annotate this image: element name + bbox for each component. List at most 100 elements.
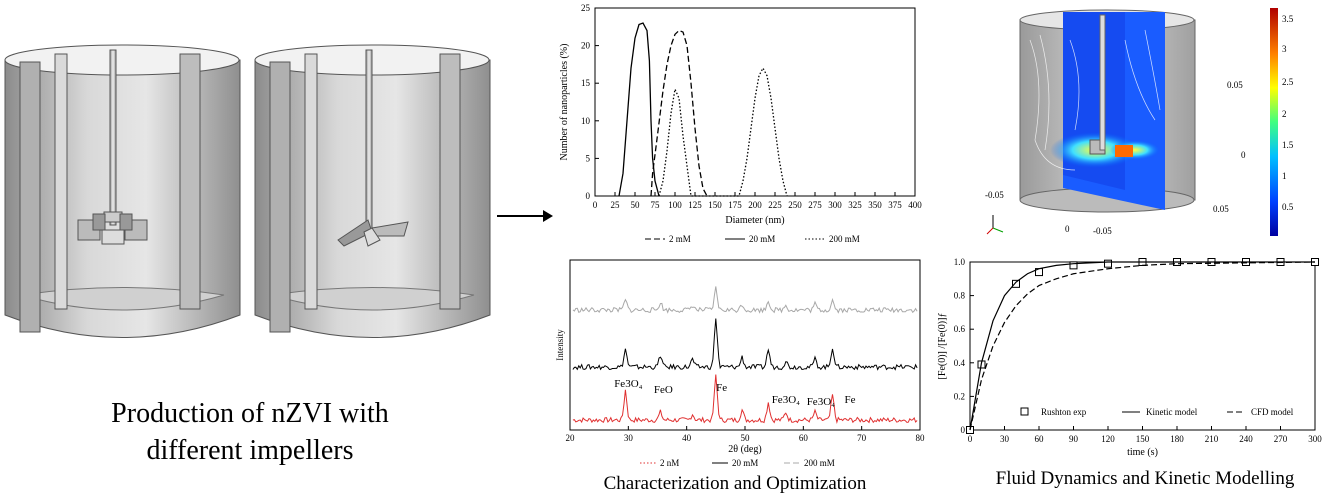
x-tick-label: 150 (708, 200, 722, 210)
series-line-CFD-model (969, 261, 1316, 431)
x-tick-label: 80 (916, 433, 926, 443)
cfd-axis-triad (986, 215, 1004, 235)
x-tick-label: 175 (728, 200, 742, 210)
x-tick-label: 250 (788, 200, 802, 210)
series-line-2-nM (572, 374, 918, 424)
cfd-axis-label: 0 (1241, 150, 1246, 160)
cfd-colorbar-tick: 3.5 (1282, 14, 1294, 24)
x-tick-label: 50 (631, 200, 641, 210)
left-caption-line1: Production of nZVI with (111, 398, 389, 429)
cfd-velocity-field: 3.5 3 2.5 2 1.5 1 0.5 0.05 0 -0.05 0.05 … (985, 8, 1294, 236)
cfd-colorbar-tick: 3 (1282, 44, 1287, 54)
cfd-axis-label: -0.05 (1093, 226, 1112, 236)
x-axis-label: 2θ (deg) (728, 444, 761, 455)
peak-label: Fe (716, 382, 727, 394)
y-tick-label: 10 (581, 116, 591, 126)
legend-swatch (1020, 407, 1029, 416)
size-distribution-chart: 0 25 50 75 100 125 150 175 200 225 250 275 300 325 350… (559, 3, 922, 244)
data-point (1104, 259, 1112, 268)
middle-caption: Characterization and Optimization (603, 473, 867, 494)
peak-label: Fe3O₄ (614, 378, 642, 390)
x-tick-label: 180 (1170, 434, 1184, 444)
legend-label: CFD model (1251, 407, 1294, 417)
x-tick-label: 40 (682, 433, 692, 443)
y-tick-label: 0.6 (954, 324, 966, 334)
kinetic-chart: 0 30 60 90 120 150 180 210 240 270 300 0 0.2 0.4 0.6 0.… (937, 257, 1322, 458)
peak-label: Fe3O₄ (772, 394, 800, 406)
peak-label: Fe (845, 394, 856, 406)
series-line-200-mM (658, 66, 788, 197)
x-tick-label: 225 (768, 200, 782, 210)
legend-label: 2 mM (669, 234, 691, 244)
x-tick-label: 25 (611, 200, 621, 210)
y-tick-label: 0 (961, 425, 966, 435)
data-point (1012, 279, 1020, 288)
tank-illustrations (4, 44, 491, 338)
y-tick-label: 0.4 (954, 358, 966, 368)
x-tick-label: 90 (1069, 434, 1079, 444)
x-tick-label: 210 (1205, 434, 1219, 444)
y-tick-label: 25 (581, 3, 591, 13)
x-axis-label: time (s) (1127, 447, 1158, 458)
x-tick-label: 200 (748, 200, 762, 210)
legend-label: 200 mM (829, 234, 860, 244)
x-tick-label: 50 (741, 433, 751, 443)
series-line-20-mM (572, 318, 918, 371)
x-tick-label: 300 (1308, 434, 1322, 444)
series-line-2-mM (650, 29, 708, 197)
legend-label: 2 nM (660, 458, 679, 468)
y-tick-label: 1.0 (954, 257, 966, 267)
x-tick-label: 100 (668, 200, 682, 210)
left-caption: Production of nZVI with different impell… (30, 395, 470, 469)
right-caption: Fluid Dynamics and Kinetic Modelling (995, 468, 1295, 489)
y-tick-label: 0.2 (954, 391, 965, 401)
y-axis-label: Number of nanoparticles (%) (559, 44, 570, 161)
x-tick-label: 150 (1136, 434, 1150, 444)
x-tick-label: 375 (888, 200, 902, 210)
x-tick-label: 400 (908, 200, 922, 210)
cfd-colorbar-tick: 2.5 (1282, 77, 1294, 87)
x-tick-label: 75 (651, 200, 661, 210)
cfd-colorbar (1270, 8, 1278, 236)
y-tick-label: 15 (581, 78, 591, 88)
cfd-colorbar-tick: 1 (1282, 171, 1287, 181)
flow-arrow (497, 210, 553, 222)
series-line-200-mM (572, 286, 918, 314)
y-axis-label: Intensity (555, 329, 565, 361)
legend-label: Rushton exp (1041, 407, 1087, 417)
x-tick-label: 60 (1035, 434, 1045, 444)
y-tick-label: 5 (586, 153, 591, 163)
x-tick-label: 0 (593, 200, 598, 210)
data-point (1069, 261, 1078, 270)
tank-pitched-blade (254, 44, 491, 338)
cfd-axis-label: 0 (1065, 224, 1070, 234)
cfd-colorbar-ticks: 3.5 3 2.5 2 1.5 1 0.5 (1282, 14, 1294, 212)
x-tick-label: 325 (848, 200, 862, 210)
x-tick-label: 120 (1101, 434, 1115, 444)
x-axis-label: Diameter (nm) (725, 215, 784, 226)
plot-frame (594, 7, 916, 197)
x-tick-label: 30 (1000, 434, 1010, 444)
x-tick-label: 275 (808, 200, 822, 210)
cfd-axis-label: -0.05 (985, 190, 1004, 200)
legend-label: 200 mM (804, 458, 835, 468)
cfd-colorbar-tick: 0.5 (1282, 202, 1294, 212)
plot-frame (569, 259, 921, 431)
x-tick-label: 125 (688, 200, 702, 210)
cfd-axis-labels: 0.05 0 -0.05 0.05 0 -0.05 (985, 80, 1246, 236)
y-axis-label: [Fe(0)] /[Fe(0)]ƒ (937, 313, 948, 380)
xrd-chart: 20 30 40 50 60 70 80 2θ (deg) Intensity Fe3O₄ FeO F… (555, 259, 926, 468)
x-tick-label: 270 (1274, 434, 1288, 444)
left-caption-line2: different impellers (146, 435, 354, 466)
legend-label: 20 mM (732, 458, 758, 468)
x-tick-label: 60 (799, 433, 809, 443)
series-line-Kinetic-model (969, 261, 1315, 431)
peak-label: Fe3O₄ (807, 396, 835, 408)
y-tick-label: 20 (581, 41, 591, 51)
x-tick-label: 20 (566, 433, 576, 443)
cfd-tank (1019, 9, 1196, 213)
series-line-20-mM (618, 22, 660, 197)
cfd-axis-label: 0.05 (1213, 204, 1229, 214)
tank-rushton (4, 44, 241, 338)
x-tick-label: 70 (857, 433, 867, 443)
